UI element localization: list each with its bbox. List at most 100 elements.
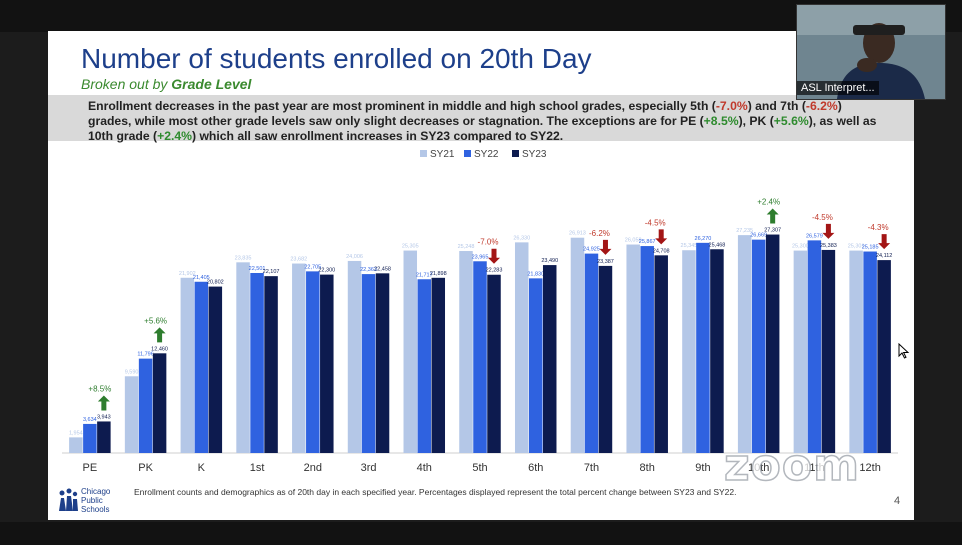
data-label: 24,006 [346,254,363,260]
bar-sy23 [654,255,668,453]
bar-sy22 [863,251,877,453]
data-label: 26,058 [625,238,642,244]
video-participant-label: ASL Interpret... [797,81,879,95]
summary-segment: ), as well as 10th grade ( [88,114,877,143]
change-label: -4.5% [645,218,666,227]
bar-sy22 [417,279,432,453]
cps-people-icon [59,488,78,511]
summary-text: Enrollment decreases in the past year ar… [88,99,878,144]
x-tick-label: 11th [804,462,825,474]
bar-sy22 [584,253,599,453]
bar-sy21 [69,437,83,453]
x-tick-label: 4th [417,462,432,474]
data-label: 24,112 [876,253,892,259]
data-label: 21,830 [527,271,544,277]
bar-sy21 [347,260,362,453]
bar-sy22 [696,242,710,453]
data-label: 22,300 [318,268,335,274]
summary-segment: ) grades, while most other grade levels … [88,99,842,128]
bar-sy22 [807,240,822,453]
data-label: 26,913 [569,231,586,237]
data-label: 21,902 [179,271,196,277]
x-tick-label: 1st [250,462,265,474]
bar-sy23 [375,273,390,453]
legend-swatch [464,150,471,157]
summary-segment: ) which all saw enrollment increases in … [192,129,564,143]
data-label: 21,898 [430,271,447,277]
cps-logo-line: Chicago [81,487,111,496]
data-label: 3,634 [83,417,97,423]
data-label: 23,387 [597,259,614,265]
bar-sy21 [626,244,640,453]
data-label: 26,669 [750,233,767,239]
zoom-bottom-bar [0,522,962,545]
change-down-arrow-icon [822,223,835,239]
cps-logo-text: Chicago Public Schools [81,487,110,514]
data-label: 23,835 [235,255,252,261]
slide-subtitle: Broken out by Grade Level [81,76,251,92]
change-label: -4.3% [868,223,889,232]
change-label: +8.5% [88,384,111,393]
summary-value: +2.4% [157,129,192,143]
bar-sy23 [320,274,334,453]
summary-segment: ), PK ( [738,114,774,128]
data-label: 1,954 [69,430,83,436]
bar-sy21 [570,237,585,453]
data-label: 9,590 [125,369,139,375]
bar-sy23 [821,249,836,453]
bar-sy21 [180,277,195,453]
bar-sy22 [138,358,153,453]
summary-value: +8.5% [703,114,739,128]
change-label: +2.4% [757,198,780,207]
bar-sy22 [83,423,97,453]
enrollment-bar-chart: SY21 SY22 SY23 1,954 3,634 3,943 PE +8.5% 9,590 1… [62,149,898,474]
x-tick-label: 7th [584,462,599,474]
bar-sy23 [152,353,167,453]
data-label: 25,383 [820,243,837,249]
data-label: 23,490 [541,258,558,264]
data-label: 21,405 [193,275,210,281]
summary-value: -7.0% [715,99,748,113]
data-label: 24,708 [653,248,670,254]
data-label: 20,802 [207,280,224,286]
data-label: 11,796 [137,352,153,358]
legend-swatch [512,150,519,157]
bar-sy23 [765,234,780,453]
data-label: 24,925 [583,247,600,253]
bar-sy23 [97,421,111,453]
change-down-arrow-icon [488,248,500,264]
legend-label: SY22 [474,149,499,160]
data-label: 25,345 [681,243,698,249]
data-label: 22,458 [374,266,391,272]
bar-sy21 [124,376,139,453]
data-label: 22,363 [360,267,377,273]
bar-sy23 [598,265,613,453]
bar-sy22 [473,261,487,453]
bar-sy23 [487,274,501,453]
bar-sy23 [431,277,446,453]
bar-sy22 [306,271,320,453]
bar-sy22 [194,281,209,453]
bar-sy21 [737,235,752,453]
x-tick-label: 12th [859,462,880,474]
change-up-arrow-icon [97,395,110,411]
mouse-cursor-icon [898,343,910,359]
bar-sy22 [361,274,376,453]
change-label: -7.0% [478,238,499,247]
bar-sy23 [264,276,278,453]
data-label: 22,501 [249,266,266,272]
data-label: 12,460 [151,346,168,352]
bar-sy21 [292,263,306,453]
data-label: 26,579 [806,233,823,239]
data-label: 23,682 [290,257,307,263]
summary-segment: Enrollment decreases in the past year ar… [88,99,716,113]
slide-title: Number of students enrolled on 20th Day [81,43,592,74]
bar-sy23 [542,265,557,453]
change-label: +5.6% [144,316,167,325]
asl-interpreter-video-tile[interactable]: ASL Interpret... [796,4,946,100]
change-up-arrow-icon [766,208,779,224]
data-label: 21,717 [416,272,433,278]
change-label: -6.2% [589,229,610,238]
data-label: 25,248 [458,244,475,250]
bar-sy22 [640,246,654,453]
